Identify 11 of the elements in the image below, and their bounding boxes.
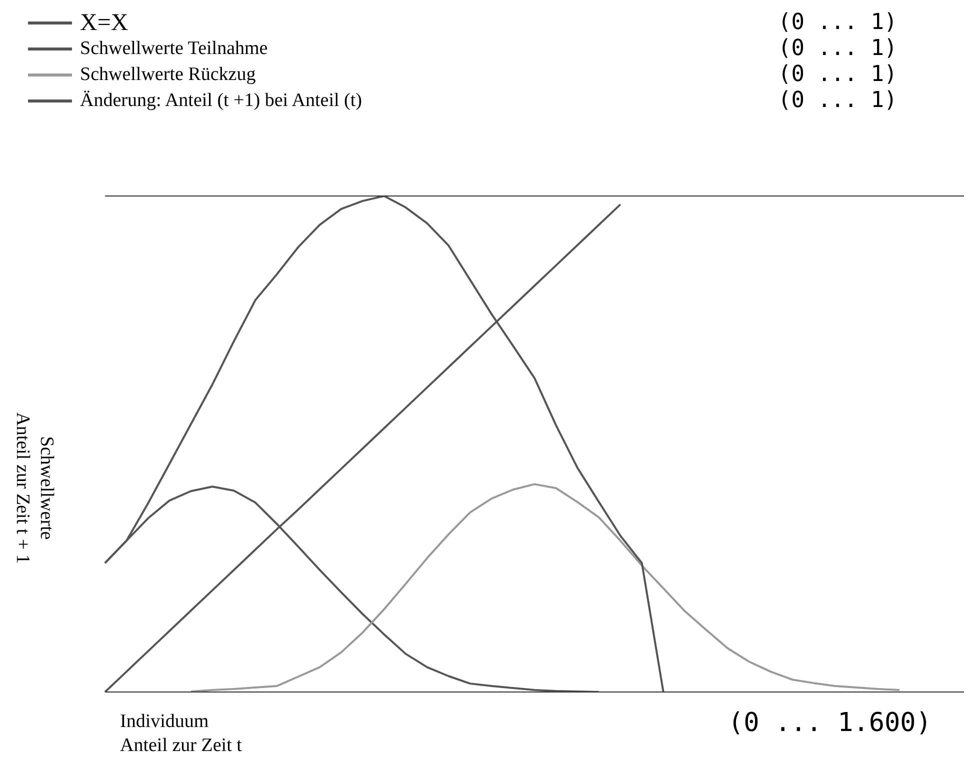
legend-label: Schwellwerte Rückzug (80, 64, 256, 86)
y-axis-title: Schwellwerte Anteil zur Zeit t + 1 (11, 411, 58, 566)
text: (0 ... 1) (778, 36, 898, 62)
text: (0 ... 1) (778, 62, 898, 88)
text: (0 ... 1.600) (728, 708, 932, 738)
text: (0 ... 1) (778, 88, 898, 114)
legend-label: Schwellwerte Teilnahme (80, 38, 268, 60)
text: (0 ... 1) (778, 10, 898, 36)
x-axis-title: Individuum Anteil zur Zeit t (120, 710, 242, 758)
legend-label: Änderung: Anteil (t +1) bei Anteil (t) (80, 90, 362, 112)
legend-label: X=X (80, 10, 128, 36)
